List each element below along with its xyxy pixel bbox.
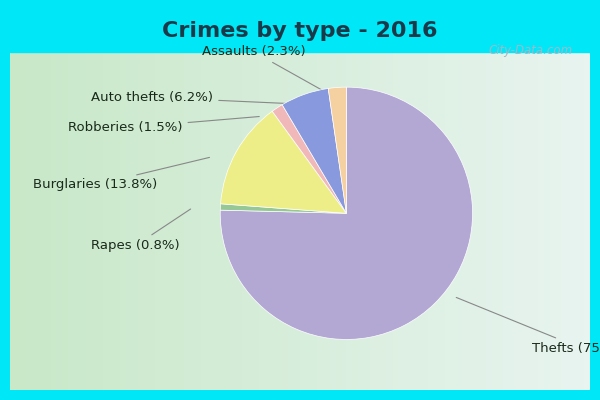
Wedge shape [220, 204, 346, 213]
Text: Robberies (1.5%): Robberies (1.5%) [68, 116, 259, 134]
Text: Crimes by type - 2016: Crimes by type - 2016 [162, 21, 438, 41]
Text: Auto thefts (6.2%): Auto thefts (6.2%) [91, 91, 292, 104]
Text: Rapes (0.8%): Rapes (0.8%) [91, 209, 191, 252]
Wedge shape [272, 105, 346, 213]
Bar [10, 10, 590, 52]
Wedge shape [282, 88, 346, 213]
Text: Assaults (2.3%): Assaults (2.3%) [202, 45, 333, 96]
Text: Burglaries (13.8%): Burglaries (13.8%) [33, 157, 209, 191]
Text: City-Data.com: City-Data.com [488, 44, 572, 57]
Wedge shape [221, 111, 346, 213]
Wedge shape [220, 87, 473, 340]
Wedge shape [328, 87, 346, 213]
Text: Thefts (75.4%): Thefts (75.4%) [456, 298, 600, 355]
